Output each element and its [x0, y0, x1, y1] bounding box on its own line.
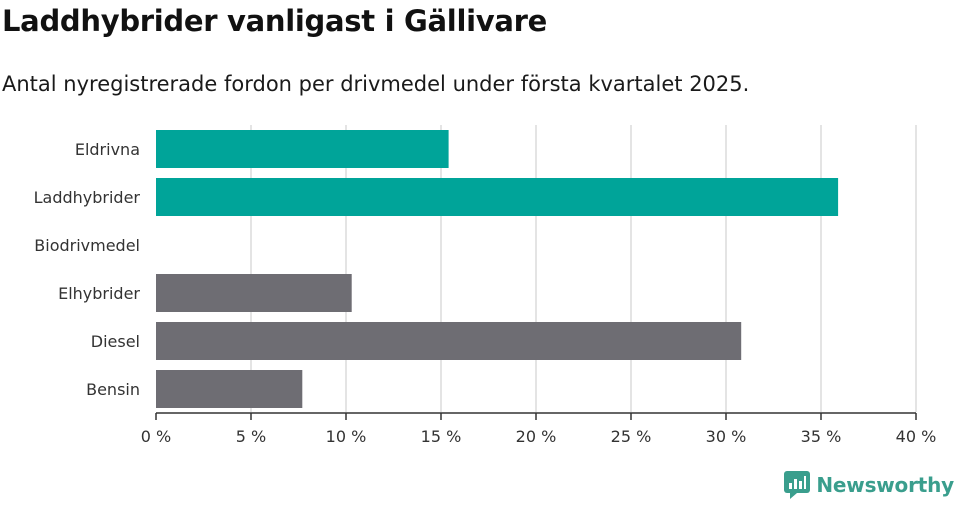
x-tick-label: 0 %: [141, 427, 171, 446]
brand-logo: Newsworthy: [784, 471, 954, 499]
bar-bensin: [156, 370, 303, 408]
category-label-eldrivna: Eldrivna: [75, 140, 140, 159]
x-tick-label: 10 %: [326, 427, 367, 446]
category-label-diesel: Diesel: [91, 332, 140, 351]
bar-laddhybrider: [156, 178, 839, 216]
chart-title: Laddhybrider vanligast i Gällivare: [2, 4, 547, 38]
chart-subtitle: Antal nyregistrerade fordon per drivmede…: [2, 72, 750, 96]
x-tick-label: 15 %: [421, 427, 462, 446]
bar-eldrivna: [156, 130, 449, 168]
category-label-laddhybrider: Laddhybrider: [34, 188, 141, 207]
x-tick-label: 20 %: [516, 427, 557, 446]
bar-elhybrider: [156, 274, 352, 312]
x-tick-label: 5 %: [236, 427, 266, 446]
category-label-biodrivmedel: Biodrivmedel: [34, 236, 140, 255]
newsworthy-logo-icon: [784, 471, 811, 499]
x-tick-label: 30 %: [706, 427, 747, 446]
x-tick-label: 25 %: [611, 427, 652, 446]
x-tick-label: 35 %: [801, 427, 842, 446]
bar-diesel: [156, 322, 742, 360]
category-label-elhybrider: Elhybrider: [58, 284, 140, 303]
x-tick-label: 40 %: [896, 427, 937, 446]
category-label-bensin: Bensin: [86, 380, 140, 399]
brand-name: Newsworthy: [816, 473, 954, 497]
